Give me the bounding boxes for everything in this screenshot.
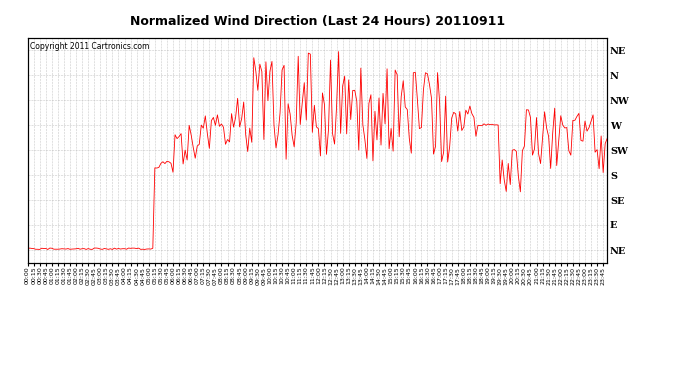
Text: Normalized Wind Direction (Last 24 Hours) 20110911: Normalized Wind Direction (Last 24 Hours… — [130, 15, 505, 28]
Text: Copyright 2011 Cartronics.com: Copyright 2011 Cartronics.com — [30, 42, 150, 51]
